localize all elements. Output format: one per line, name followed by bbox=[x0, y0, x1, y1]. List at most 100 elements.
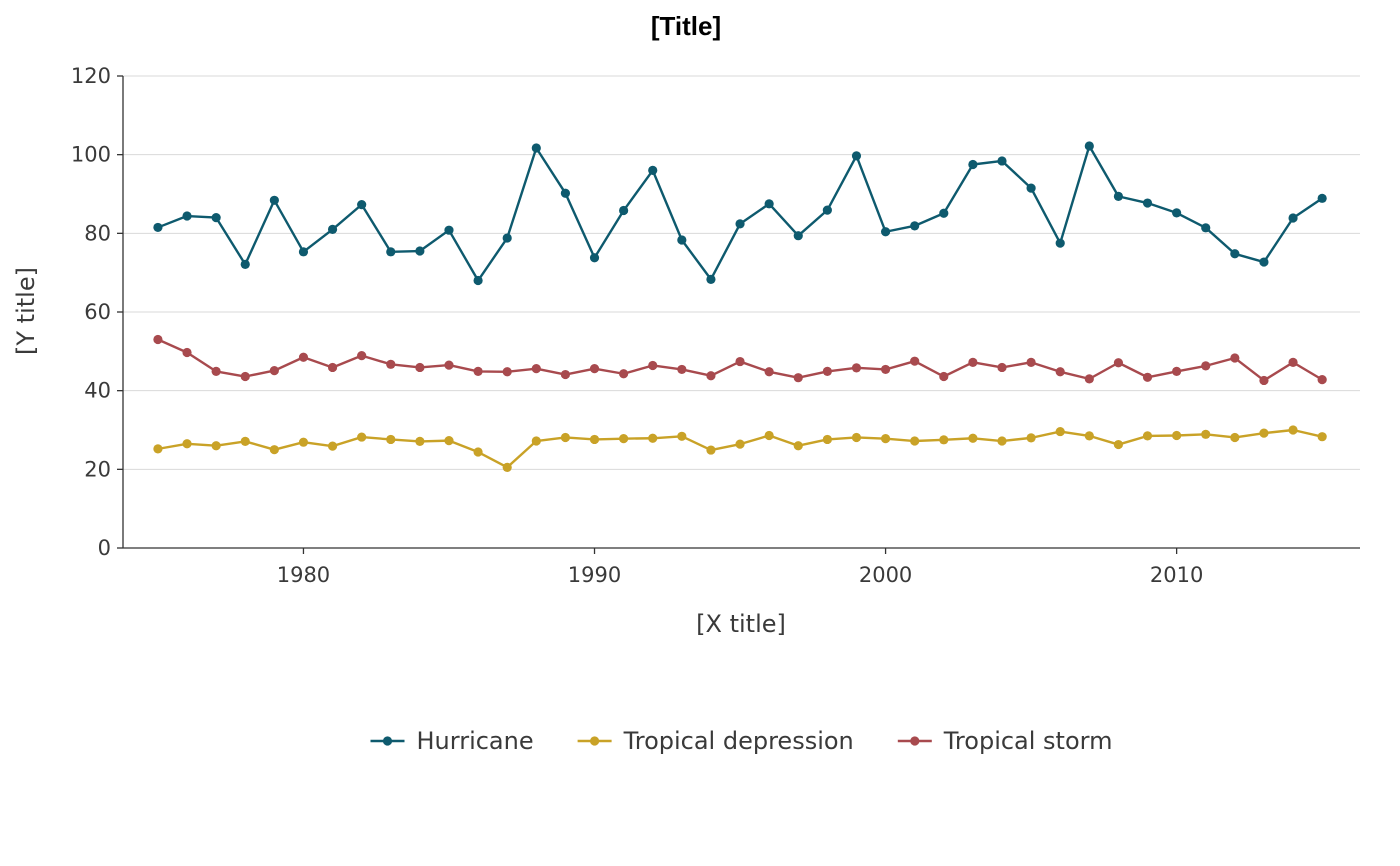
data-point bbox=[1142, 431, 1153, 441]
data-point bbox=[735, 439, 745, 449]
y-axis-title: [Y title] bbox=[12, 267, 40, 355]
data-point bbox=[1201, 429, 1211, 439]
data-point bbox=[531, 364, 541, 374]
legend-label: Hurricane bbox=[417, 727, 534, 755]
data-point bbox=[1026, 183, 1036, 193]
data-point bbox=[1172, 430, 1182, 441]
data-point bbox=[153, 222, 163, 233]
legend-label: Tropical storm bbox=[943, 727, 1113, 755]
data-point bbox=[502, 462, 512, 472]
data-point bbox=[764, 367, 774, 377]
gridlines bbox=[123, 75, 1360, 470]
data-point bbox=[182, 211, 192, 221]
data-point bbox=[269, 195, 279, 205]
x-axis-ticks: 1980 1990 2000 2010 bbox=[277, 548, 1203, 587]
y-tick-label: 20 bbox=[84, 457, 111, 481]
data-point bbox=[764, 199, 774, 209]
data-point bbox=[1288, 357, 1298, 367]
data-point bbox=[560, 369, 571, 380]
data-point bbox=[735, 356, 745, 367]
data-point bbox=[968, 357, 978, 367]
data-point bbox=[939, 371, 949, 382]
data-point bbox=[677, 364, 687, 375]
data-point bbox=[880, 434, 891, 444]
data-point bbox=[619, 205, 629, 216]
data-point bbox=[677, 235, 687, 245]
data-point bbox=[1259, 428, 1269, 438]
data-point bbox=[589, 253, 600, 263]
data-point bbox=[939, 208, 949, 218]
data-point bbox=[1142, 198, 1153, 208]
data-point bbox=[822, 366, 832, 376]
data-point bbox=[1172, 208, 1182, 218]
data-point bbox=[1084, 431, 1094, 441]
data-point bbox=[619, 369, 629, 379]
data-point bbox=[1317, 432, 1327, 442]
data-point bbox=[298, 437, 309, 447]
data-point bbox=[240, 371, 250, 382]
data-point bbox=[1113, 191, 1124, 201]
y-axis-ticks: 0 20 40 60 80 100 120 bbox=[71, 64, 123, 560]
data-point bbox=[473, 275, 483, 286]
data-point bbox=[589, 364, 600, 374]
data-point bbox=[502, 367, 512, 377]
legend-item: Hurricane bbox=[370, 727, 534, 755]
series-tropical-storm bbox=[153, 334, 1327, 386]
data-point bbox=[1259, 375, 1269, 386]
data-point bbox=[269, 445, 279, 455]
data-point bbox=[648, 165, 658, 175]
data-point bbox=[677, 431, 687, 441]
legend-point-marker bbox=[590, 736, 600, 746]
data-point bbox=[357, 200, 367, 210]
data-point bbox=[706, 445, 716, 455]
data-point bbox=[706, 371, 716, 381]
data-point bbox=[1230, 353, 1240, 363]
data-point bbox=[822, 205, 832, 215]
data-point bbox=[1055, 367, 1065, 377]
data-point bbox=[386, 247, 396, 257]
chart-title: [Title] bbox=[651, 11, 721, 41]
data-point bbox=[910, 221, 920, 231]
data-point bbox=[1084, 374, 1094, 384]
data-point bbox=[851, 432, 862, 443]
data-point bbox=[240, 436, 250, 447]
data-point bbox=[793, 373, 803, 383]
data-point bbox=[182, 347, 192, 358]
data-point bbox=[327, 362, 338, 373]
data-point bbox=[939, 435, 949, 445]
data-point bbox=[386, 434, 396, 445]
data-point bbox=[880, 227, 891, 237]
data-point bbox=[1113, 358, 1124, 368]
data-point bbox=[706, 274, 716, 284]
data-point bbox=[386, 359, 396, 369]
data-point bbox=[327, 224, 338, 234]
y-tick-label: 0 bbox=[98, 536, 111, 560]
data-point bbox=[997, 156, 1007, 166]
data-point bbox=[560, 432, 571, 443]
data-point bbox=[211, 213, 221, 223]
data-point bbox=[1230, 249, 1240, 259]
data-point bbox=[269, 366, 279, 376]
data-point bbox=[1026, 357, 1036, 367]
data-point bbox=[619, 434, 629, 444]
x-tick-label: 1980 bbox=[277, 563, 330, 587]
data-point bbox=[211, 366, 221, 376]
x-tick-label: 2000 bbox=[859, 563, 912, 587]
data-point bbox=[560, 188, 571, 198]
data-point bbox=[1172, 366, 1182, 376]
x-axis-title: [X title] bbox=[696, 610, 786, 638]
legend: Hurricane Tropical depression Tropical sto… bbox=[370, 727, 1113, 755]
x-tick-label: 1990 bbox=[568, 563, 621, 587]
data-point bbox=[1142, 372, 1153, 382]
data-point bbox=[851, 151, 862, 161]
data-point bbox=[444, 225, 454, 235]
series-tropical-depression bbox=[153, 425, 1327, 472]
data-point bbox=[648, 360, 658, 371]
data-point bbox=[1026, 433, 1036, 443]
data-point bbox=[182, 439, 192, 449]
data-point bbox=[880, 364, 891, 375]
data-point bbox=[1288, 425, 1298, 435]
data-point bbox=[648, 433, 658, 443]
data-point bbox=[968, 433, 978, 443]
